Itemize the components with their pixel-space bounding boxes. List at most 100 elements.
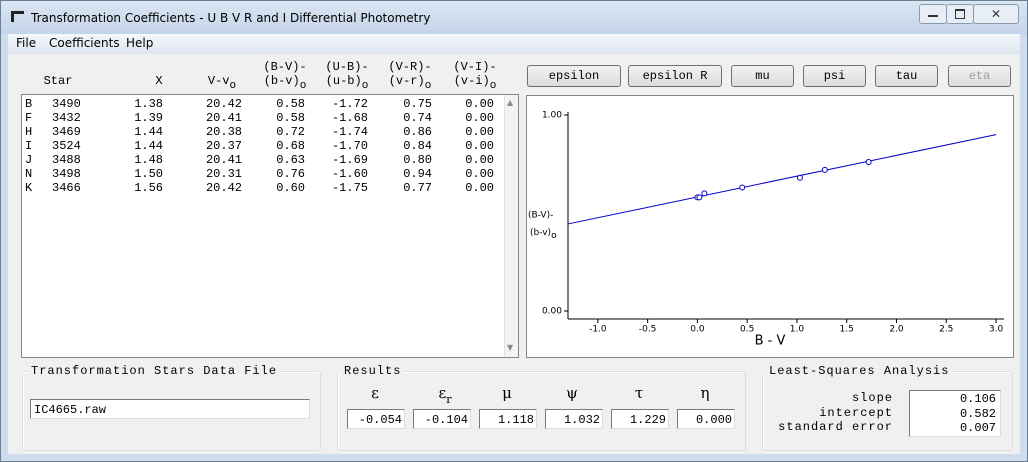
column-header: V-vo — [182, 74, 262, 92]
table-cell: I — [25, 139, 33, 153]
scroll-up: ▲ — [507, 98, 514, 107]
x-tick-label: 0.5 — [740, 325, 754, 335]
data-point — [701, 190, 708, 197]
table-cell: 1.48 — [134, 153, 163, 167]
table-cell: -1.69 — [331, 153, 368, 167]
table-cell: 3469 — [52, 125, 81, 139]
coefficient-value: 1.032 — [545, 409, 603, 429]
column-header: (V-R)- — [388, 60, 432, 74]
column-header: X — [119, 74, 199, 88]
statistic-label: standard error — [778, 420, 893, 434]
subscript: o — [361, 80, 369, 92]
column-header: (v-i)o — [435, 74, 515, 92]
coefficient-value: -0.104 — [413, 409, 471, 429]
x-axis-label: B - V — [755, 334, 786, 349]
minimize-button[interactable] — [919, 4, 947, 24]
header-text: (u-b) — [325, 74, 362, 88]
header-text: (b-v) — [263, 74, 300, 88]
table-cell: K — [25, 181, 33, 195]
table-cell: 1.39 — [134, 111, 163, 125]
table-cell: 3488 — [52, 153, 81, 167]
scroll-down: ▼ — [507, 343, 514, 352]
y-tick-label: 0.00 — [542, 307, 562, 317]
statistic-value: 0.106 — [959, 392, 996, 406]
chart-panel: -1.0 -0.5 0.0 0.5 1.0 1.5 2.0 2.5 3.0 0.00 1.00 B -… — [526, 95, 1014, 358]
statistic-value: 0.007 — [959, 421, 996, 435]
y-axis-label: (B-V)- — [528, 211, 553, 221]
column-header: (b-v)o — [245, 74, 325, 92]
header-text: (v-r) — [388, 74, 425, 88]
coefficient-button[interactable]: tau — [875, 65, 938, 87]
column-header: (B-V)- — [263, 60, 307, 74]
table-cell: 1.38 — [134, 97, 163, 111]
subscript: r — [446, 393, 452, 406]
menu-item[interactable]: File — [16, 36, 37, 50]
x-tick-label: 1.5 — [840, 325, 854, 335]
table-cell: 0.00 — [465, 167, 494, 181]
coefficient-symbol: η — [685, 384, 725, 402]
coefficient-button[interactable]: epsilon — [527, 65, 621, 87]
close-button[interactable]: ✕ — [973, 4, 1019, 24]
symbol-text: η — [700, 384, 710, 402]
column-header: Star — [18, 74, 98, 88]
menu-item[interactable]: Coefficients — [49, 36, 120, 50]
column-header: (V-I)- — [453, 60, 497, 74]
table-cell: 0.00 — [465, 139, 494, 153]
table-cell: H — [25, 125, 33, 139]
y-axis-label: (b-v)o — [530, 228, 557, 241]
coefficient-value: 1.229 — [611, 409, 669, 429]
least-squares-values: 0.106 0.582 0.007 — [909, 390, 1001, 437]
subscript: o — [424, 80, 432, 92]
data-point — [865, 159, 872, 166]
table-cell: 0.00 — [465, 97, 494, 111]
coefficient-symbol: ψ — [552, 384, 592, 402]
window-title: Transformation Coefficients - U B V R an… — [31, 11, 431, 25]
data-point — [696, 194, 703, 201]
coefficient-button[interactable]: mu — [731, 65, 794, 87]
table-cell: -1.70 — [331, 139, 368, 153]
data-point — [796, 174, 803, 181]
table-cell: 20.42 — [205, 97, 242, 111]
menu-item[interactable]: Help — [126, 36, 154, 50]
coefficient-value: -0.054 — [347, 409, 405, 429]
table-cell: 20.31 — [205, 167, 242, 181]
table-cell: -1.74 — [331, 125, 368, 139]
table-cell: -1.68 — [331, 111, 368, 125]
table-cell: 0.80 — [403, 153, 432, 167]
coefficient-value: 0.000 — [677, 409, 735, 429]
coefficient-symbol: ε — [355, 384, 395, 402]
coefficient-button[interactable]: psi — [803, 65, 866, 87]
table-cell: 0.72 — [276, 125, 305, 139]
table-cell: 20.41 — [205, 111, 242, 125]
table-cell: 1.50 — [134, 167, 163, 181]
coefficient-symbol: εr — [425, 384, 465, 406]
table-cell: 20.37 — [205, 139, 242, 153]
coefficient-value: 1.118 — [479, 409, 537, 429]
coefficient-symbol: μ — [487, 384, 527, 402]
group-title: Results — [341, 364, 405, 378]
table-cell: B — [25, 97, 33, 111]
coefficient-button[interactable]: epsilon R — [628, 65, 722, 87]
x-tick-label: 1.0 — [790, 325, 805, 335]
table-cell: -1.72 — [331, 97, 368, 111]
table-cell: -1.60 — [331, 167, 368, 181]
table-cell: 3432 — [52, 111, 81, 125]
header-text: (v-i) — [453, 74, 490, 88]
coefficient-symbol: τ — [619, 384, 659, 402]
app-icon — [11, 11, 24, 22]
title-bar: Transformation Coefficients - U B V R an… — [1, 1, 1027, 34]
table-cell: 0.75 — [403, 97, 432, 111]
table-cell: 0.74 — [403, 111, 432, 125]
file-input[interactable]: IC4665.raw — [30, 399, 310, 419]
y-tick-label: 1.00 — [542, 111, 562, 121]
table-cell: J — [25, 153, 33, 167]
client-area: File Coefficients Help Star X V-vo (B-V)- (b-v)… — [8, 34, 1020, 454]
table-cell: 20.42 — [205, 181, 242, 195]
x-tick-label: -0.5 — [639, 325, 657, 335]
statistic-label: intercept — [819, 405, 893, 420]
statistic-value: 0.582 — [959, 406, 996, 421]
table-cell: 0.63 — [276, 153, 305, 167]
symbol-text: ε — [438, 384, 447, 402]
maximize-button[interactable] — [946, 4, 974, 24]
